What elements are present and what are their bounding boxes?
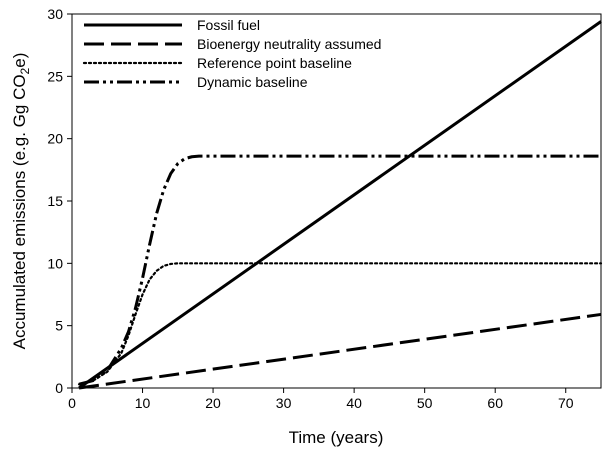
legend-label-1: Bioenergy neutrality assumed bbox=[197, 36, 381, 52]
y-tick-label: 30 bbox=[47, 6, 63, 22]
y-axis-ticks: 0 5 10 15 20 25 30 bbox=[47, 6, 72, 396]
x-axis-label: Time (years) bbox=[289, 428, 384, 447]
x-tick-label: 30 bbox=[276, 395, 292, 411]
x-tick-label: 10 bbox=[135, 395, 151, 411]
y-axis-label-suffix: e) bbox=[10, 53, 29, 68]
y-tick-label: 10 bbox=[47, 255, 63, 271]
x-tick-label: 60 bbox=[487, 395, 503, 411]
y-tick-label: 5 bbox=[55, 318, 63, 334]
x-tick-label: 0 bbox=[68, 395, 76, 411]
y-axis-label-subscript: 2 bbox=[18, 67, 32, 74]
y-axis-label-main: Accumulated emissions (e.g. Gg CO bbox=[10, 74, 29, 349]
x-tick-label: 50 bbox=[417, 395, 433, 411]
legend-label-2: Reference point baseline bbox=[197, 55, 352, 71]
y-tick-label: 15 bbox=[47, 193, 63, 209]
x-tick-label: 70 bbox=[558, 395, 574, 411]
series-line-2 bbox=[77, 262, 603, 386]
x-tick-label: 20 bbox=[205, 395, 221, 411]
x-axis-ticks: 0 10 20 30 40 50 60 70 bbox=[68, 388, 574, 411]
series-line-1 bbox=[78, 312, 602, 390]
y-axis-label: Accumulated emissions (e.g. Gg CO2e) bbox=[10, 53, 32, 350]
legend: Fossil fuel Bioenergy neutrality assumed R… bbox=[82, 17, 381, 90]
legend-label-0: Fossil fuel bbox=[197, 17, 260, 33]
y-tick-label: 0 bbox=[55, 380, 63, 396]
series-layer bbox=[77, 20, 603, 390]
y-tick-label: 20 bbox=[47, 131, 63, 147]
x-tick-label: 40 bbox=[346, 395, 362, 411]
series-line-0 bbox=[78, 20, 602, 390]
legend-label-3: Dynamic baseline bbox=[197, 74, 308, 90]
series-line-3 bbox=[78, 154, 601, 386]
y-tick-label: 25 bbox=[47, 68, 63, 84]
